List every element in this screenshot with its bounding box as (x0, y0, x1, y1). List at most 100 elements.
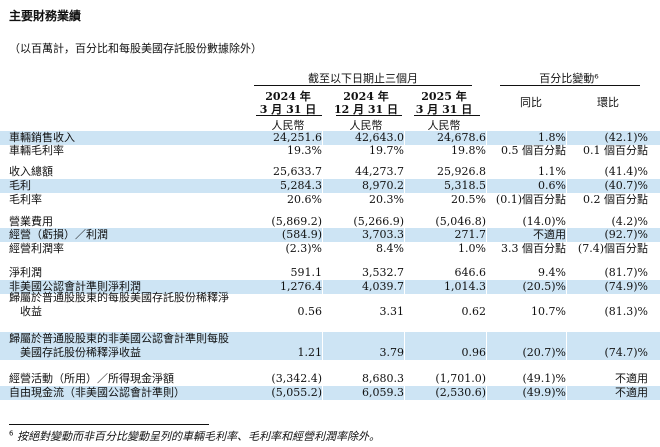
column-separator (486, 228, 487, 242)
value-2024q4: 3.31 (379, 305, 405, 318)
table-row: 車輛毛利率 19.3% 19.7% 19.8% 0.5 個百分點 0.1 個百分點 (0, 144, 660, 158)
header-yoy: 同比 (520, 96, 542, 109)
header-col2-year: 2024 年 (343, 90, 389, 103)
column-separator (322, 386, 323, 400)
value-2025q1: 20.5% (451, 193, 486, 206)
value-2024q4: 8.4% (376, 242, 404, 255)
section-title: 主要財務業績 (9, 9, 82, 23)
value-2024q4: 44,273.7 (355, 165, 404, 178)
value-2024q4: 3.79 (379, 346, 405, 359)
table-row: 經營（虧損）／利潤 (584.9) 3,703.3 271.7 不適用 (92.7)% (0, 228, 660, 242)
column-separator (486, 131, 487, 145)
value-2024q4: 8,680.3 (362, 372, 404, 385)
value-2024q1: (584.9) (281, 228, 322, 241)
value-2024q4: 4,039.7 (362, 280, 404, 293)
header-col2-currency: 人民幣 (349, 119, 383, 132)
value-2025q1: 5,318.5 (444, 179, 486, 192)
row-label: 歸屬於普通股股東的每股美國存託股份稀釋淨 (9, 291, 229, 304)
footnote-divider (9, 424, 209, 425)
value-qoq: (4.2)% (611, 215, 648, 228)
row-label: 毛利 (9, 179, 31, 192)
column-separator (566, 332, 567, 360)
header-col1-year: 2024 年 (265, 90, 311, 103)
column-separator (322, 179, 323, 193)
value-yoy: (20.7)% (522, 346, 566, 359)
column-separator (566, 131, 567, 145)
header-change-group: 百分比變動⁶ (539, 72, 599, 85)
value-2024q1: 20.6% (287, 193, 322, 206)
value-qoq: 不適用 (615, 372, 648, 385)
header-col3-year: 2025 年 (421, 90, 467, 103)
value-2024q1: 0.56 (297, 305, 323, 318)
value-2024q1: 1.21 (297, 346, 323, 359)
value-2025q1: 271.7 (454, 228, 487, 241)
column-separator (322, 228, 323, 242)
value-qoq: (74.7)% (604, 346, 648, 359)
footnote: 6 按絕對變動而非百分比變動呈列的車輛毛利率、毛利率和經營利潤率除外。 (9, 428, 380, 444)
value-2025q1: 1.0% (458, 242, 486, 255)
value-2024q4: 8,970.2 (362, 179, 404, 192)
row-label: 經營活動（所用）／所得現金淨額 (9, 372, 174, 385)
table-row: 毛利 5,284.3 8,970.2 5,318.5 0.6% (40.7)% (0, 179, 660, 193)
column-separator (404, 332, 405, 360)
footnote-text: 按絕對變動而非百分比變動呈列的車輛毛利率、毛利率和經營利潤率除外。 (16, 430, 380, 443)
column-separator (322, 280, 323, 294)
column-separator (322, 131, 323, 145)
column-separator (404, 386, 405, 400)
value-qoq: (40.7)% (604, 179, 648, 192)
value-yoy: 10.7% (531, 305, 566, 318)
value-yoy: 1.1% (538, 165, 566, 178)
header-col3-date: 3 月 31 日 (415, 103, 473, 116)
value-2024q1: (5,869.2) (271, 215, 322, 228)
table-row: 車輛銷售收入 24,251.6 42,643.0 24,678.6 1.8% (42.1)… (0, 131, 660, 145)
value-yoy: 3.3 個百分點 (501, 242, 566, 255)
table-row: 淨利潤 591.1 3,532.7 646.6 9.4% (81.7)% (0, 266, 660, 280)
row-label: 營業費用 (9, 215, 53, 228)
column-separator (322, 332, 323, 360)
value-qoq: (42.1)% (604, 131, 648, 144)
section-subtitle: （以百萬計，百分比和每股美國存託股份數據除外） (9, 42, 262, 55)
value-qoq: (74.9)% (604, 280, 648, 293)
value-qoq: 0.1 個百分點 (583, 144, 648, 157)
column-separator (566, 179, 567, 193)
table-row: 收入總額 25,633.7 44,273.7 25,926.8 1.1% (41.4)% (0, 165, 660, 179)
value-yoy: (14.0)% (522, 215, 566, 228)
column-separator (566, 386, 567, 400)
row-label: 收入總額 (9, 165, 53, 178)
value-qoq: (81.3)% (604, 305, 648, 318)
row-label: 淨利潤 (9, 266, 42, 279)
footnote-mark: 6 (9, 429, 14, 438)
value-yoy: (49.9)% (522, 386, 566, 399)
value-qoq: 不適用 (615, 386, 648, 399)
value-qoq: (7.4)個百分點 (577, 242, 648, 255)
column-separator (486, 280, 487, 294)
column-separator (404, 179, 405, 193)
value-2024q1: (3,342.4) (271, 372, 322, 385)
value-2024q1: 591.1 (290, 266, 323, 279)
value-2024q4: 3,532.7 (362, 266, 404, 279)
header-change-underline (500, 85, 640, 86)
value-2024q4: 42,643.0 (355, 131, 404, 144)
value-2025q1: 646.6 (454, 266, 487, 279)
value-2025q1: (1,701.0) (435, 372, 486, 385)
table-row: 經營利潤率 (2.3)% 8.4% 1.0% 3.3 個百分點 (7.4)個百分點 (0, 242, 660, 256)
value-yoy: 0.5 個百分點 (501, 144, 566, 157)
row-label: 車輛毛利率 (9, 144, 64, 157)
value-2024q4: 19.7% (369, 144, 404, 157)
value-2024q1: (5,055.2) (271, 386, 322, 399)
value-2024q1: 19.3% (287, 144, 322, 157)
column-separator (404, 131, 405, 145)
value-2024q1: 5,284.3 (280, 179, 322, 192)
value-qoq: (92.7)% (604, 228, 648, 241)
row-label: 非美國公認會計準則淨利潤 (9, 280, 141, 293)
column-separator (566, 280, 567, 294)
header-col1-date: 3 月 31 日 (259, 103, 317, 116)
table-row: 非美國公認會計準則淨利潤 1,276.4 4,039.7 1,014.3 (20.5)%… (0, 280, 660, 294)
value-2025q1: 1,014.3 (444, 280, 486, 293)
value-2024q4: 6,059.3 (362, 386, 404, 399)
value-2025q1: (2,530.6) (435, 386, 486, 399)
value-qoq: (41.4)% (604, 165, 648, 178)
header-col1-underline (256, 115, 322, 116)
table-row: 營業費用 (5,869.2) (5,266.9) (5,046.8) (14.0)% (4… (0, 215, 660, 229)
value-yoy: (49.1)% (522, 372, 566, 385)
